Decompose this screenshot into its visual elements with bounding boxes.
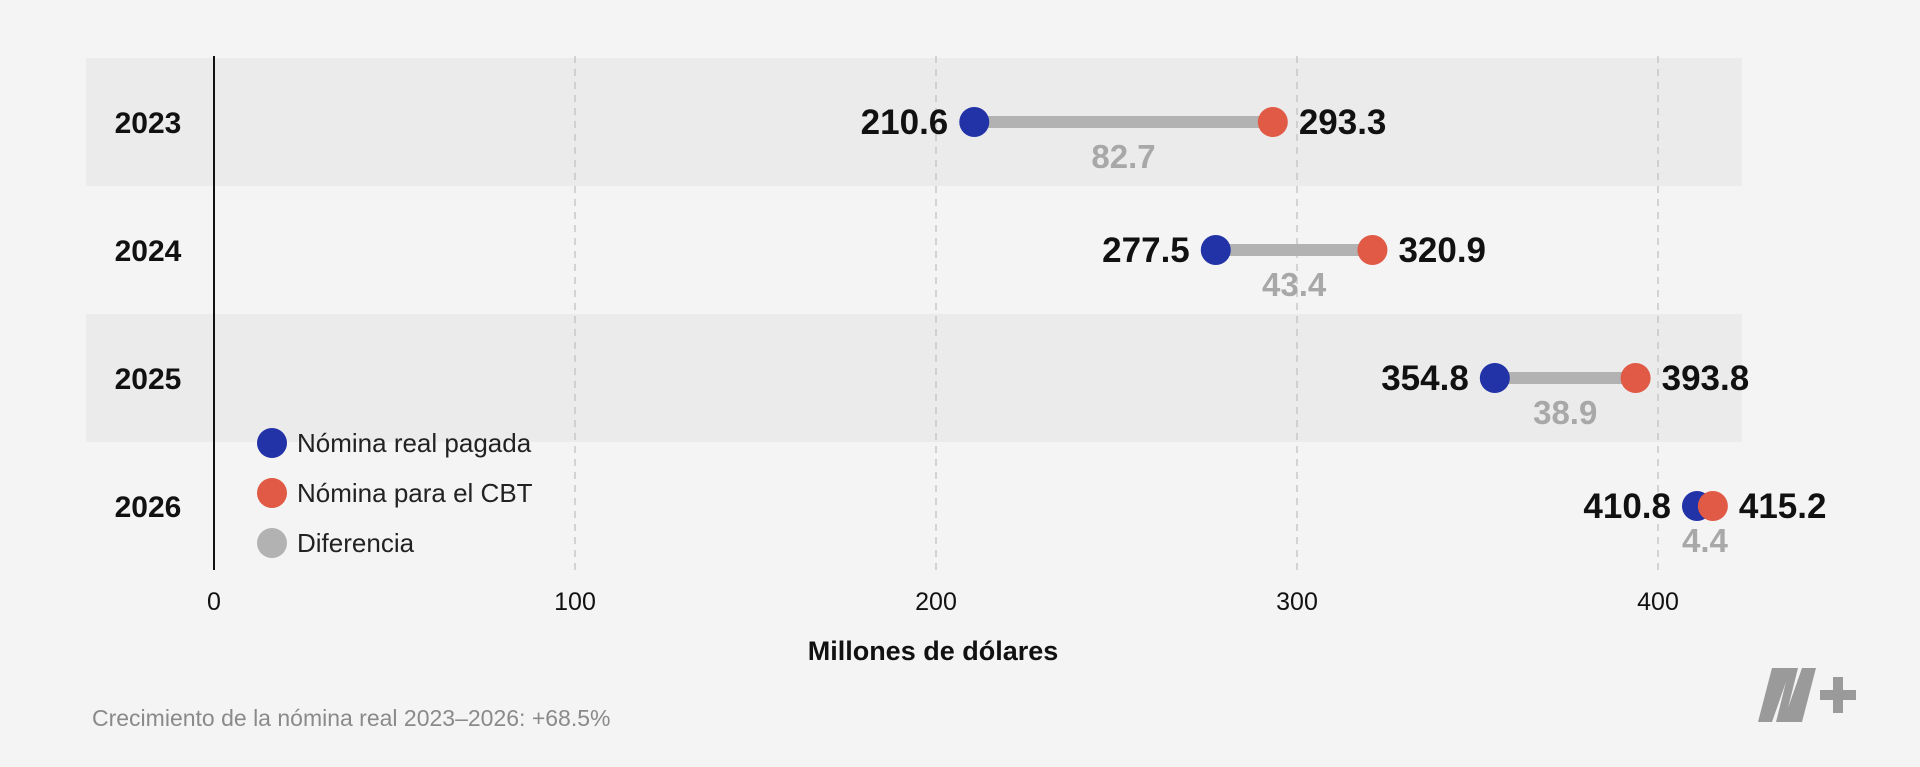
difference-label: 38.9 xyxy=(1533,394,1597,431)
row-band xyxy=(86,314,1742,442)
dot-nomina-cbt xyxy=(1620,363,1651,393)
value-label-real: 277.5 xyxy=(1102,231,1190,270)
legend-swatch xyxy=(257,528,287,558)
x-axis-ticks: 0 100 200 300 400 xyxy=(207,588,1679,616)
value-label-cbt: 415.2 xyxy=(1739,487,1827,526)
x-axis-label: Millones de dólares xyxy=(808,636,1059,666)
difference-label: 4.4 xyxy=(1682,522,1729,559)
year-label: 2023 xyxy=(115,107,182,140)
legend-label: Diferencia xyxy=(297,528,415,558)
value-label-cbt: 393.8 xyxy=(1662,359,1750,398)
legend-swatch xyxy=(257,428,287,458)
year-label: 2025 xyxy=(115,363,182,396)
legend: Nómina real pagada Nómina para el CBT Dife… xyxy=(257,428,533,558)
dot-nomina-cbt xyxy=(1357,235,1388,265)
legend-swatch xyxy=(257,478,287,508)
dot-nomina-real xyxy=(959,107,990,137)
x-tick-label: 100 xyxy=(554,588,596,616)
dot-nomina-cbt xyxy=(1697,491,1728,521)
value-label-cbt: 320.9 xyxy=(1398,231,1486,270)
x-tick-label: 0 xyxy=(207,588,221,616)
value-label-real: 410.8 xyxy=(1583,487,1671,526)
row-bands xyxy=(86,58,1742,442)
x-tick-label: 200 xyxy=(915,588,957,616)
footnote: Crecimiento de la nómina real 2023–2026:… xyxy=(92,705,610,731)
x-tick-label: 300 xyxy=(1276,588,1318,616)
y-axis-categories: 2023 2024 2025 2026 xyxy=(115,107,182,524)
value-label-cbt: 293.3 xyxy=(1299,103,1387,142)
row-band xyxy=(86,58,1742,186)
value-label-real: 354.8 xyxy=(1381,359,1469,398)
n-plus-logo-icon xyxy=(1758,668,1856,722)
year-label: 2024 xyxy=(115,235,182,268)
difference-label: 43.4 xyxy=(1262,266,1327,303)
legend-label: Nómina real pagada xyxy=(297,428,532,458)
legend-label: Nómina para el CBT xyxy=(297,478,533,508)
dot-nomina-real xyxy=(1200,235,1231,265)
value-label-real: 210.6 xyxy=(861,103,949,142)
difference-label: 82.7 xyxy=(1091,138,1155,175)
dot-nomina-real xyxy=(1479,363,1510,393)
x-tick-label: 400 xyxy=(1637,588,1679,616)
year-label: 2026 xyxy=(115,491,182,524)
dot-nomina-cbt xyxy=(1257,107,1288,137)
chart-marks: 210.6 293.3 82.7 277.5 320.9 43.4 354.8 393.8 38… xyxy=(861,103,1827,559)
